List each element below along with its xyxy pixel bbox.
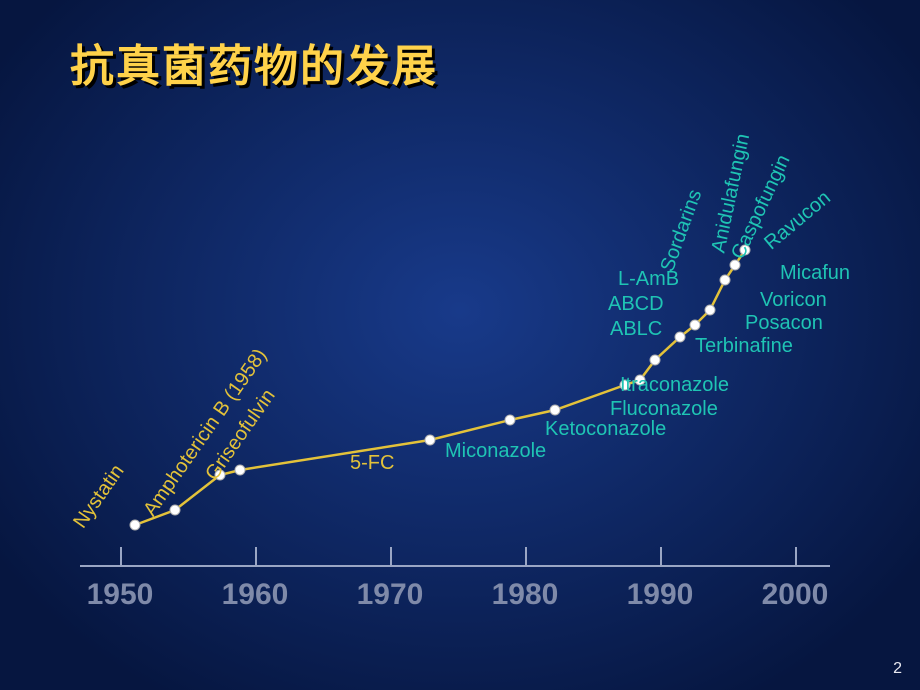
axis-baseline bbox=[80, 565, 830, 567]
timeline-marker bbox=[130, 520, 140, 530]
drug-label: Posacon bbox=[745, 312, 823, 335]
axis-tick bbox=[795, 547, 797, 565]
timeline-marker bbox=[675, 332, 685, 342]
page-number: 2 bbox=[893, 660, 902, 678]
drug-label: Itraconazole bbox=[620, 374, 729, 397]
timeline-marker bbox=[505, 415, 515, 425]
timeline-marker bbox=[235, 465, 245, 475]
timeline-marker bbox=[650, 355, 660, 365]
axis-year-label: 1990 bbox=[615, 578, 705, 612]
axis-tick bbox=[660, 547, 662, 565]
axis-year-label: 1970 bbox=[345, 578, 435, 612]
drug-label: Micafun bbox=[780, 262, 850, 285]
drug-label: Voricon bbox=[760, 289, 827, 312]
timeline-marker bbox=[720, 275, 730, 285]
axis-tick bbox=[525, 547, 527, 565]
drug-label: 5-FC bbox=[350, 452, 394, 475]
axis-tick bbox=[255, 547, 257, 565]
drug-label: Terbinafine bbox=[695, 335, 793, 358]
drug-label: Ketoconazole bbox=[545, 418, 666, 441]
drug-label: Fluconazole bbox=[610, 398, 718, 421]
axis-year-label: 1960 bbox=[210, 578, 300, 612]
timeline-marker bbox=[730, 260, 740, 270]
timeline-marker bbox=[690, 320, 700, 330]
drug-label: ABCD bbox=[608, 293, 664, 316]
drug-label: ABLC bbox=[610, 318, 662, 341]
axis-year-label: 2000 bbox=[750, 578, 840, 612]
timeline-marker bbox=[550, 405, 560, 415]
axis-tick bbox=[390, 547, 392, 565]
timeline-marker bbox=[170, 505, 180, 515]
timeline-marker bbox=[425, 435, 435, 445]
drug-label: Miconazole bbox=[445, 440, 546, 463]
axis-tick bbox=[120, 547, 122, 565]
timeline-marker bbox=[705, 305, 715, 315]
axis-year-label: 1950 bbox=[75, 578, 165, 612]
axis-year-label: 1980 bbox=[480, 578, 570, 612]
slide: 抗真菌药物的发展 抗真菌药物的发展 1950196019701980199020… bbox=[0, 0, 920, 690]
